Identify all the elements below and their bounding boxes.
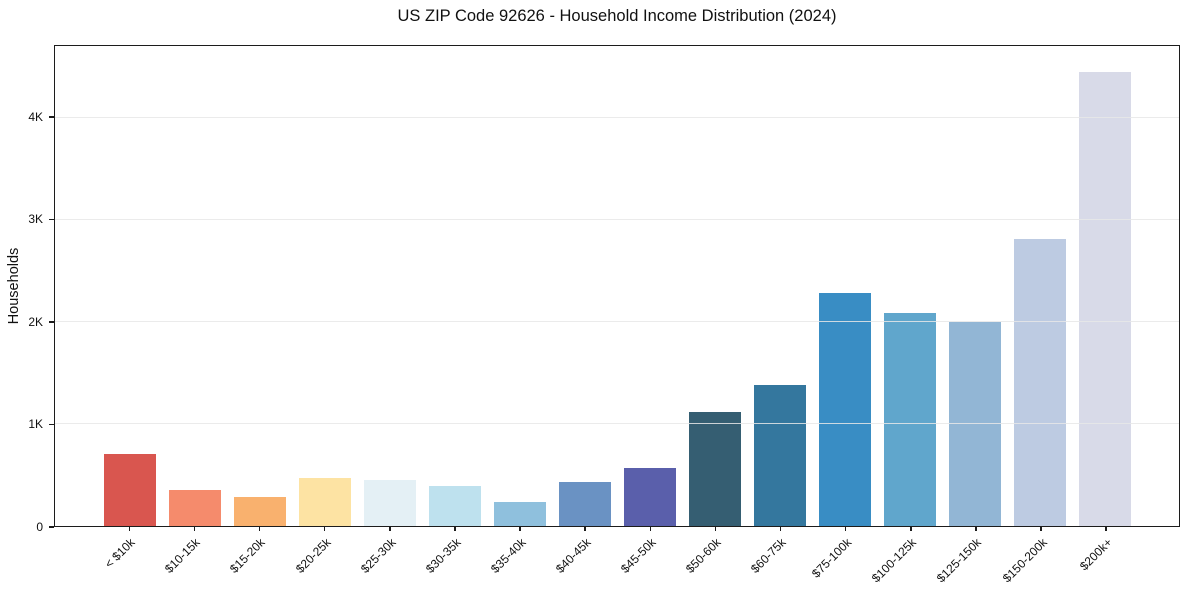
bar-5 xyxy=(363,480,416,526)
bar-10 xyxy=(688,412,741,526)
x-tick-mark xyxy=(1105,527,1107,531)
x-tick-mark xyxy=(910,527,912,531)
bar-slot xyxy=(812,46,877,526)
x-tick-label: $15-20k xyxy=(227,535,269,576)
x-tick-mark xyxy=(454,527,456,531)
x-tick-mark xyxy=(779,527,782,531)
y-tick-label: 2K xyxy=(28,314,43,329)
x-axis: < $10k $10-15k $15-20k $20-25k $25-30k $30-35… xyxy=(54,527,1180,589)
x-slot: $45-50k xyxy=(617,527,682,589)
x-tick-label: $75-100k xyxy=(808,535,855,581)
x-tick-label: $40-45k xyxy=(553,535,594,576)
x-tick-mark xyxy=(258,527,261,531)
y-axis: 0 1K 2K 3K 4K xyxy=(0,45,54,533)
bar-slot xyxy=(422,46,487,526)
bar-slot xyxy=(1007,46,1072,526)
x-tick-mark xyxy=(584,527,586,531)
bar-slot xyxy=(552,46,617,526)
x-tick-mark xyxy=(389,527,391,531)
x-tick-mark xyxy=(714,527,717,531)
y-tick-mark xyxy=(49,321,54,323)
bar-8 xyxy=(558,482,611,526)
bar-7 xyxy=(493,502,546,526)
bar-slot xyxy=(162,46,227,526)
bar-1 xyxy=(103,453,156,526)
y-tick-label: 4K xyxy=(28,109,43,124)
bar-slot xyxy=(487,46,552,526)
bar-9 xyxy=(623,468,676,526)
x-slot: $25-30k xyxy=(357,527,422,589)
x-slot: $40-45k xyxy=(552,527,617,589)
bar-slot xyxy=(617,46,682,526)
x-tick-mark xyxy=(1040,527,1042,531)
x-slot: $15-20k xyxy=(226,527,291,589)
x-tick-label: $20-25k xyxy=(292,535,334,576)
x-slot: $10-15k xyxy=(161,527,226,589)
bar-slot xyxy=(747,46,812,526)
y-tick-label: 1K xyxy=(28,417,43,432)
y-tick-label: 3K xyxy=(28,212,43,227)
plot-area xyxy=(54,45,1180,527)
y-tick-mark xyxy=(49,423,54,426)
x-slot: $35-40k xyxy=(487,527,552,589)
x-tick-label: $50-60k xyxy=(683,535,724,576)
x-slot: $60-75k xyxy=(747,527,812,589)
bar-slot xyxy=(1072,46,1137,526)
bar-14 xyxy=(948,321,1001,526)
bars-row xyxy=(55,46,1179,526)
x-tick-label: $25-30k xyxy=(357,535,399,576)
x-tick-label: $125-150k xyxy=(934,535,985,586)
x-slot: $20-25k xyxy=(291,527,356,589)
bar-slot xyxy=(227,46,292,526)
chart-title: US ZIP Code 92626 - Household Income Dis… xyxy=(397,7,837,25)
bar-4 xyxy=(298,477,351,526)
x-tick-label: < $10k xyxy=(102,535,138,571)
x-tick-label: $100-125k xyxy=(869,535,920,586)
x-tick-label: $150-200k xyxy=(999,535,1050,586)
x-slot: $75-100k xyxy=(808,527,877,589)
x-tick-mark xyxy=(323,527,326,531)
x-tick-label: $10-15k xyxy=(162,535,203,576)
y-tick-mark xyxy=(49,526,54,528)
bar-11 xyxy=(753,384,806,526)
x-tick-mark xyxy=(193,527,196,531)
x-slot: $30-35k xyxy=(422,527,487,589)
x-tick-mark xyxy=(128,527,131,531)
bar-3 xyxy=(233,497,286,526)
x-tick-label: $30-35k xyxy=(422,535,464,576)
x-slot: $50-60k xyxy=(682,527,747,589)
bar-slot xyxy=(292,46,357,526)
x-slot: $150-200k xyxy=(999,527,1073,589)
x-tick-mark xyxy=(519,527,521,531)
bar-16 xyxy=(1078,71,1131,526)
x-slot: $200k+ xyxy=(1073,527,1138,589)
bar-slot xyxy=(682,46,747,526)
x-tick-label: $35-40k xyxy=(487,535,529,576)
x-tick-label: $200k+ xyxy=(1076,535,1115,574)
x-tick-mark xyxy=(844,527,847,531)
x-slot: $100-125k xyxy=(869,527,943,589)
y-tick-label: 0 xyxy=(36,520,43,534)
bar-6 xyxy=(428,486,481,526)
bar-slot xyxy=(942,46,1007,526)
bar-15 xyxy=(1013,239,1066,526)
bar-slot xyxy=(877,46,942,526)
bar-12 xyxy=(818,293,871,526)
x-tick-label: $60-75k xyxy=(748,535,790,576)
y-tick-mark xyxy=(49,218,54,221)
x-tick-mark xyxy=(649,527,652,531)
x-slot: < $10k xyxy=(96,527,161,589)
bar-13 xyxy=(883,313,936,526)
x-slot: $125-150k xyxy=(934,527,1008,589)
x-tick-label: $45-50k xyxy=(618,535,659,576)
bar-slot xyxy=(357,46,422,526)
y-tick-mark xyxy=(49,116,54,118)
bar-slot xyxy=(97,46,162,526)
x-tick-mark xyxy=(975,527,977,531)
bar-2 xyxy=(168,490,221,526)
